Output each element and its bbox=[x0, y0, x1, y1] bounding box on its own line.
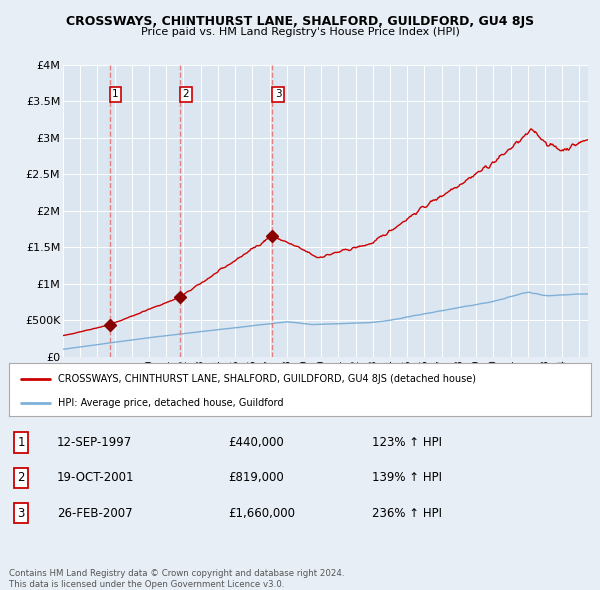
Text: 2: 2 bbox=[17, 471, 25, 484]
Text: 139% ↑ HPI: 139% ↑ HPI bbox=[372, 471, 442, 484]
Text: 12-SEP-1997: 12-SEP-1997 bbox=[57, 436, 132, 449]
Text: £819,000: £819,000 bbox=[228, 471, 284, 484]
Text: 123% ↑ HPI: 123% ↑ HPI bbox=[372, 436, 442, 449]
Text: 2: 2 bbox=[182, 89, 189, 99]
Text: Price paid vs. HM Land Registry's House Price Index (HPI): Price paid vs. HM Land Registry's House … bbox=[140, 27, 460, 37]
Text: CROSSWAYS, CHINTHURST LANE, SHALFORD, GUILDFORD, GU4 8JS (detached house): CROSSWAYS, CHINTHURST LANE, SHALFORD, GU… bbox=[58, 374, 476, 384]
Text: 19-OCT-2001: 19-OCT-2001 bbox=[57, 471, 134, 484]
Text: CROSSWAYS, CHINTHURST LANE, SHALFORD, GUILDFORD, GU4 8JS: CROSSWAYS, CHINTHURST LANE, SHALFORD, GU… bbox=[66, 15, 534, 28]
Text: 3: 3 bbox=[275, 89, 281, 99]
Text: £440,000: £440,000 bbox=[228, 436, 284, 449]
Text: Contains HM Land Registry data © Crown copyright and database right 2024.
This d: Contains HM Land Registry data © Crown c… bbox=[9, 569, 344, 589]
Text: 1: 1 bbox=[17, 436, 25, 449]
Text: £1,660,000: £1,660,000 bbox=[228, 507, 295, 520]
Text: 1: 1 bbox=[112, 89, 119, 99]
Text: 26-FEB-2007: 26-FEB-2007 bbox=[57, 507, 133, 520]
Text: 3: 3 bbox=[17, 507, 25, 520]
Text: HPI: Average price, detached house, Guildford: HPI: Average price, detached house, Guil… bbox=[58, 398, 284, 408]
Text: 236% ↑ HPI: 236% ↑ HPI bbox=[372, 507, 442, 520]
